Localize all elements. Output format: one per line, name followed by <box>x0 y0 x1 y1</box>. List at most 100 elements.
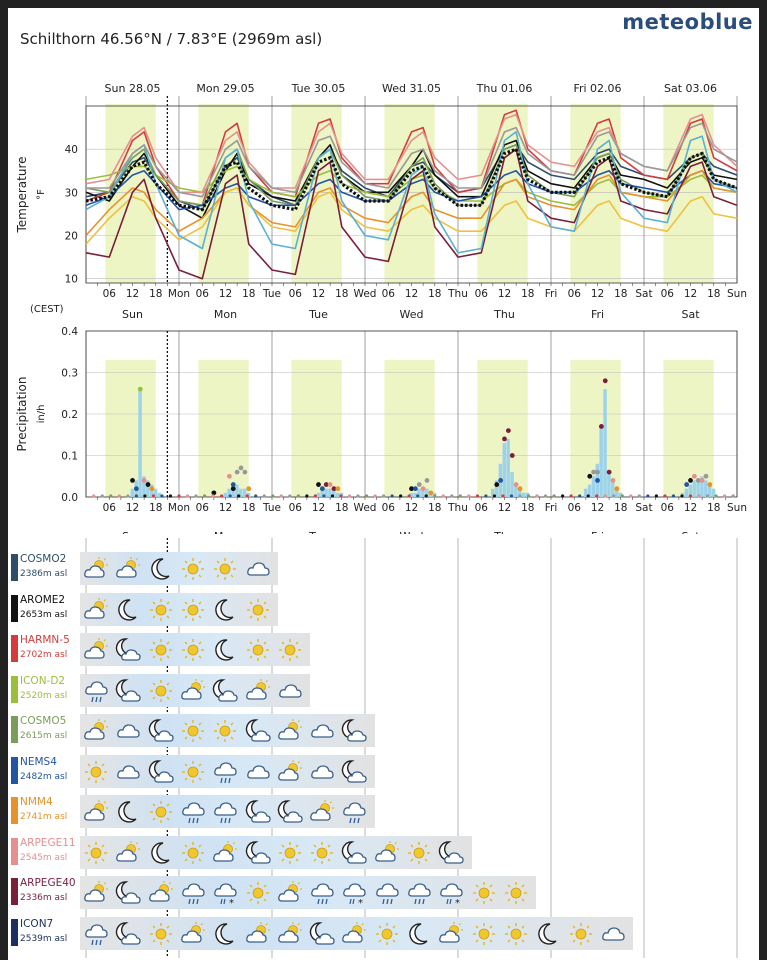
hour-tick-label: 18 <box>428 288 441 300</box>
model-altitude: 2520m asl <box>20 690 68 701</box>
precipitation-zero-dot <box>194 494 198 498</box>
hour-tick-label: 18 <box>521 288 534 300</box>
hour-tick-label: 12 <box>591 502 604 514</box>
hour-tick-label: 12 <box>498 288 511 300</box>
model-name[interactable]: NMM4 <box>20 796 53 808</box>
precipitation-zero-dot <box>714 494 718 498</box>
precipitation-bar <box>409 492 414 497</box>
precipitation-zero-dot <box>168 494 173 498</box>
sun-icon <box>504 882 527 904</box>
model-name[interactable]: ARPEGE40 <box>20 877 76 889</box>
y-tick-label: 0.4 <box>61 326 78 338</box>
precipitation-dot <box>703 473 709 479</box>
model-altitude: 2702m asl <box>20 650 68 660</box>
precipitation-bar <box>223 492 228 497</box>
precipitation-bar <box>130 488 135 497</box>
precipitation-zero-dot <box>552 494 556 498</box>
precipitation-bar <box>607 472 611 497</box>
sun-icon <box>149 679 172 702</box>
sun-icon <box>181 639 204 661</box>
precipitation-bar <box>700 476 704 497</box>
temperature-line <box>86 148 737 280</box>
precipitation-zero-dot <box>279 494 283 498</box>
precipitation-zero-dot <box>680 494 684 498</box>
temperature-line <box>86 131 737 254</box>
sun-icon <box>278 841 301 864</box>
precipitation-zero-dot <box>356 494 360 498</box>
cloud-icon <box>601 926 625 941</box>
model-name[interactable]: AROME2 <box>20 593 66 606</box>
precipitation-bar <box>618 492 623 497</box>
sun-icon <box>149 801 172 823</box>
sun-cloud-icon <box>277 719 302 740</box>
sun-icon <box>504 922 527 945</box>
precipitation-dot <box>141 478 147 483</box>
day-header-label: Fri 02.06 <box>573 82 621 95</box>
day-header-label: Tue 30.05 <box>291 82 346 95</box>
temperature-line <box>86 187 737 245</box>
precipitation-dot <box>319 486 325 492</box>
model-name[interactable]: HARMN-5 <box>20 634 70 646</box>
sun-cloud-icon <box>84 719 108 740</box>
precipitation-zero-dot <box>731 494 735 498</box>
sun-cloud-icon <box>439 921 464 943</box>
precipitation-dot <box>699 478 705 483</box>
precipitation-bar <box>335 492 340 497</box>
hour-tick-label: 06 <box>661 288 675 300</box>
precipitation-zero-dot <box>228 494 232 498</box>
model-name[interactable]: ICON7 <box>20 917 54 930</box>
day-header-label: Mon 29.05 <box>196 82 254 95</box>
day-header-label: Thu 01.06 <box>476 82 533 95</box>
cloud-icon <box>117 724 140 738</box>
y-tick-label: 0.2 <box>61 409 78 421</box>
hour-tick-label: 06 <box>661 502 675 514</box>
precipitation-bar <box>514 484 518 497</box>
hour-tick-label: 18 <box>614 502 627 514</box>
model-name[interactable]: ICON-D2 <box>20 674 66 687</box>
cloud-icon <box>311 764 334 779</box>
model-name[interactable]: COSMO5 <box>20 715 67 727</box>
precipitation-bar <box>138 389 142 497</box>
hour-tick-label: 18 <box>242 502 255 514</box>
precipitation-zero-dot <box>629 494 633 498</box>
precipitation-zero-dot <box>185 494 190 498</box>
precipitation-bar <box>614 488 619 497</box>
plot-frame <box>85 105 738 284</box>
model-row: COSMO2 2386m asl <box>8 550 759 590</box>
precipitation-zero-dot <box>492 494 497 498</box>
precipitation-zero-dot <box>433 494 437 498</box>
precipitation-zero-dot <box>535 494 539 498</box>
precipitation-dot <box>145 482 151 487</box>
cloud-icon <box>278 683 302 698</box>
precipitation-zero-dot <box>407 494 411 498</box>
hour-tick-label: 06 <box>103 288 117 300</box>
precipitation-bar <box>688 484 693 497</box>
sun-icon <box>375 922 398 945</box>
pictogram-strip <box>80 552 278 585</box>
precipitation-dot <box>226 473 232 479</box>
meteoblue-logo[interactable]: meteoblue <box>622 10 753 34</box>
sun-cloud-icon <box>84 597 108 619</box>
model-row: ARPEGE11 2545m asl <box>8 834 759 874</box>
precipitation-bar <box>704 480 708 497</box>
hour-tick-label: 18 <box>521 502 534 514</box>
precipitation-dot <box>409 486 414 492</box>
day-footer-label: Sun <box>122 530 143 534</box>
precipitation-bar <box>707 484 712 497</box>
precipitation-zero-dot <box>637 494 641 498</box>
model-name[interactable]: COSMO2 <box>20 553 67 565</box>
cloud-snow-icon: * <box>440 883 463 907</box>
sun-icon <box>181 841 204 864</box>
precipitation-zero-dot <box>543 494 548 498</box>
precipitation-zero-dot <box>254 494 258 498</box>
model-name[interactable]: NEMS4 <box>20 755 57 768</box>
precipitation-bar <box>242 488 247 497</box>
hour-tick-label: 18 <box>149 288 162 300</box>
temperature-line <box>86 170 737 211</box>
sun-cloud-icon <box>116 840 141 862</box>
precipitation-zero-dot <box>663 494 667 498</box>
precipitation-dot <box>595 478 600 483</box>
model-name[interactable]: ARPEGE11 <box>20 836 76 849</box>
moon-cloud-icon <box>245 800 271 823</box>
sun-icon <box>149 598 172 621</box>
